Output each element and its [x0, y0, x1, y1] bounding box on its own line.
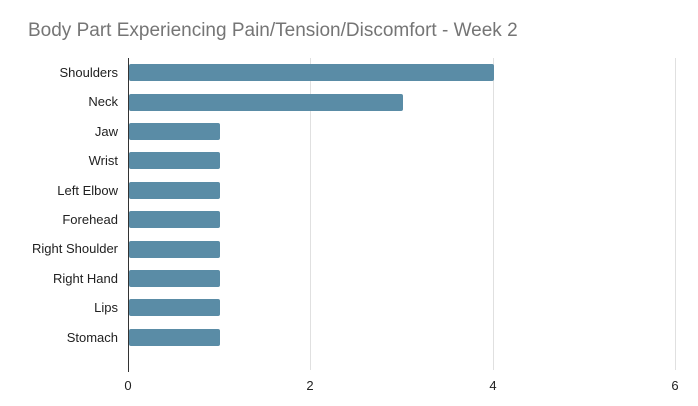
- category-label: Forehead: [62, 212, 118, 227]
- y-axis-line: [128, 58, 129, 372]
- bar: [129, 64, 494, 81]
- gridline: [493, 58, 494, 370]
- bar: [129, 152, 220, 169]
- category-label: Jaw: [94, 123, 118, 139]
- x-tick-label: 0: [124, 378, 132, 393]
- x-tick-label: 4: [489, 378, 497, 393]
- gridline: [310, 58, 311, 370]
- bar: [129, 299, 220, 316]
- category-label: Stomach: [66, 329, 118, 345]
- category-label: Lips: [94, 300, 118, 316]
- category-label: Shoulders: [59, 65, 118, 80]
- bar: [129, 94, 403, 111]
- bar: [129, 241, 220, 258]
- x-tick-label: 2: [306, 378, 314, 393]
- bar: [129, 182, 220, 199]
- category-label: Wrist: [88, 153, 118, 169]
- chart-title: Body Part Experiencing Pain/Tension/Disc…: [28, 20, 518, 41]
- bar: [129, 123, 220, 140]
- category-label: Right Hand: [52, 270, 118, 286]
- category-label: Right Shoulder: [32, 241, 118, 257]
- category-label: Neck: [88, 94, 118, 110]
- bar: [129, 329, 220, 346]
- bar: [129, 211, 220, 228]
- category-label: Left Elbow: [57, 182, 118, 198]
- bar: [129, 270, 220, 287]
- gridline: [675, 58, 676, 370]
- x-tick-label: 6: [671, 378, 679, 393]
